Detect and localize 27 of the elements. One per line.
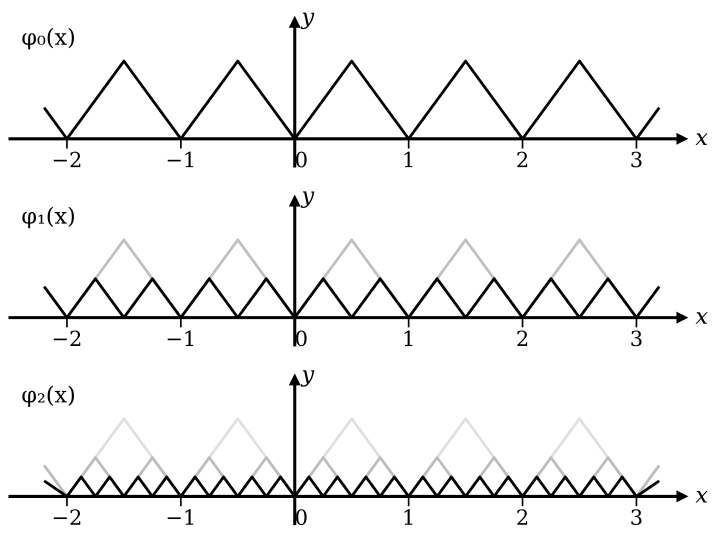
chart-title: φ₁(x): [22, 206, 74, 228]
x-tick-label: −2: [54, 330, 80, 346]
x-tick-label: −2: [54, 509, 80, 525]
x-tick-label: 1: [404, 152, 412, 168]
y-axis-title: y: [300, 191, 314, 208]
x-tick-label: −1: [168, 509, 194, 525]
y-axis-title: y: [300, 12, 314, 30]
x-tick-label: −2: [54, 152, 80, 168]
chart-title: φ₂(x): [22, 386, 74, 408]
x-axis-title: x: [696, 312, 708, 324]
x-axis-title: x: [696, 491, 708, 503]
x-axis-title: x: [696, 133, 708, 145]
x-tick-label: 3: [631, 330, 642, 346]
x-tick-label: 2: [517, 509, 528, 525]
x-tick-label: −1: [168, 330, 194, 346]
x-tick-label: 1: [404, 330, 412, 346]
x-tick-label: 2: [517, 152, 528, 168]
x-tick-label: 1: [404, 509, 412, 525]
x-tick-label: 2: [517, 330, 528, 346]
x-tick-label: −1: [168, 152, 194, 168]
x-tick-label: 3: [631, 152, 642, 168]
x-tick-label: 0: [296, 330, 307, 346]
y-axis-title: y: [300, 370, 314, 387]
chart-title: φ₀(x): [22, 28, 74, 50]
x-tick-label: 3: [631, 509, 642, 526]
x-tick-label: 0: [296, 152, 307, 168]
x-tick-label: 0: [296, 509, 307, 526]
